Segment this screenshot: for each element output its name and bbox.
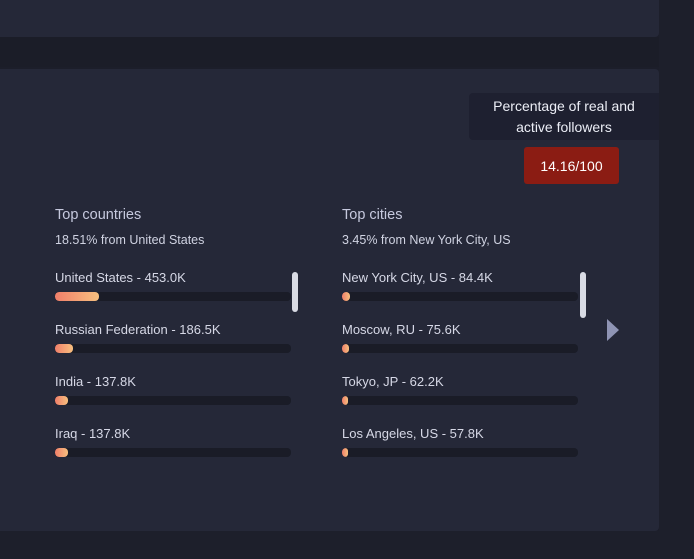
city-label: Los Angeles, US - 57.8K (342, 426, 484, 441)
cities-scrollbar[interactable] (580, 272, 586, 318)
top-countries-title: Top countries (55, 207, 142, 223)
bottom-strip (0, 531, 694, 559)
share-bar-fill (55, 292, 99, 301)
share-bar-track (55, 344, 291, 353)
list-item: Iraq - 137.8K (55, 425, 315, 477)
share-bar-fill (55, 396, 69, 405)
top-countries-list: United States - 453.0K Russian Federatio… (55, 269, 315, 477)
countries-scrollbar[interactable] (292, 272, 298, 312)
share-bar-fill (342, 448, 348, 457)
list-item: New York City, US - 84.4K (342, 269, 602, 321)
country-label: Iraq - 137.8K (55, 426, 131, 441)
country-label: United States - 453.0K (55, 270, 186, 285)
score-value: 14.16/100 (540, 157, 603, 174)
chevron-right-icon[interactable] (606, 318, 620, 342)
list-item: Tokyo, JP - 62.2K (342, 373, 602, 425)
city-label: New York City, US - 84.4K (342, 270, 493, 285)
share-bar-track (55, 292, 291, 301)
share-bar-track (342, 292, 578, 301)
share-bar-fill (342, 344, 350, 353)
tooltip-text: Percentage of real and active followers (493, 97, 635, 135)
share-bar-track (55, 396, 291, 405)
list-item: Los Angeles, US - 57.8K (342, 425, 602, 477)
top-cities-title: Top cities (342, 207, 403, 223)
share-bar-track (342, 448, 578, 457)
list-item: Russian Federation - 186.5K (55, 321, 315, 373)
list-item: United States - 453.0K (55, 269, 315, 321)
authenticity-tooltip: Percentage of real and active followers (469, 93, 659, 140)
authenticity-score-badge[interactable]: 14.16/100 (524, 147, 619, 184)
top-card (0, 0, 659, 37)
section-divider (0, 37, 694, 67)
country-label: Russian Federation - 186.5K (55, 322, 221, 337)
top-cities-panel: Top cities 3.45% from New York City, US … (342, 205, 602, 477)
top-cities-list: New York City, US - 84.4K Moscow, RU - 7… (342, 269, 602, 477)
share-bar-fill (342, 396, 348, 405)
city-label: Tokyo, JP - 62.2K (342, 374, 444, 389)
right-gutter (659, 0, 694, 559)
top-cities-subtitle: 3.45% from New York City, US (342, 233, 511, 247)
top-countries-subtitle: 18.51% from United States (55, 233, 205, 247)
share-bar-fill (55, 344, 73, 353)
country-label: India - 137.8K (55, 374, 136, 389)
share-bar-fill (55, 448, 69, 457)
share-bar-track (55, 448, 291, 457)
share-bar-track (342, 344, 578, 353)
share-bar-track (342, 396, 578, 405)
top-countries-panel: Top countries 18.51% from United States … (55, 205, 315, 477)
share-bar-fill (342, 292, 351, 301)
city-label: Moscow, RU - 75.6K (342, 322, 461, 337)
list-item: India - 137.8K (55, 373, 315, 425)
list-item: Moscow, RU - 75.6K (342, 321, 602, 373)
